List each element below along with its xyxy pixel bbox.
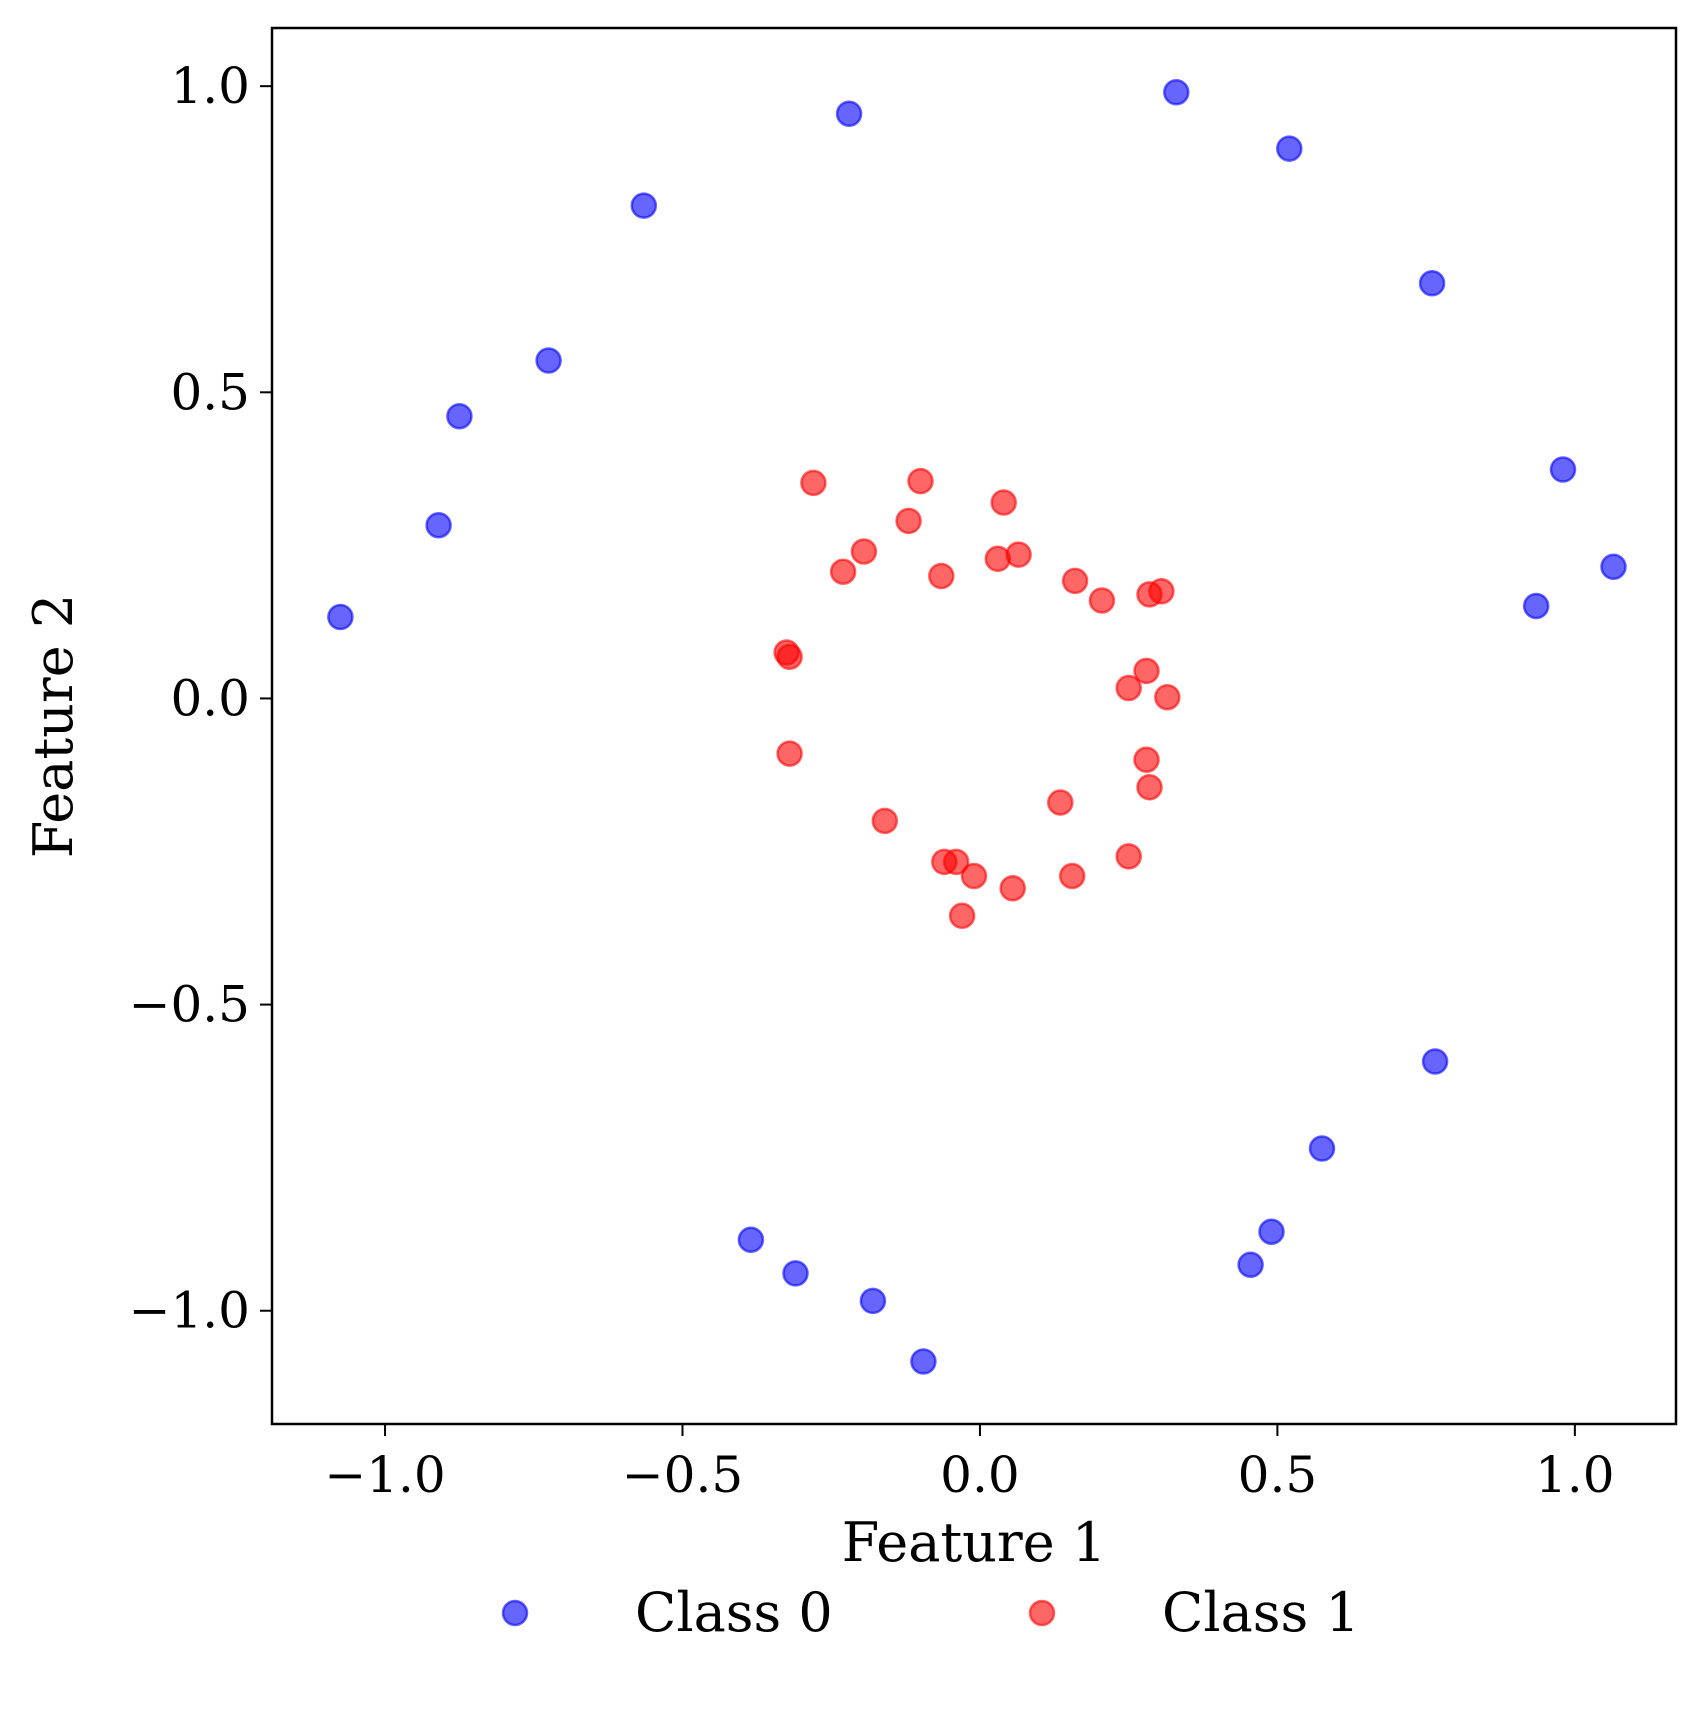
x-axis-label: Feature 1	[842, 1511, 1106, 1574]
data-point-class-1	[829, 558, 857, 585]
y-axis-label: Feature 2	[22, 594, 85, 858]
data-point-class-0	[425, 511, 452, 539]
data-point-class-1	[1088, 587, 1116, 614]
data-point-class-0	[1237, 1251, 1264, 1279]
data-point-class-1	[1047, 789, 1074, 816]
data-point-class-1	[990, 489, 1017, 516]
data-point-class-0	[910, 1348, 937, 1375]
ticks-layer: −1.0 −0.5 0.0 0.5 1.0 −1.0 −0.5 0.0 0.5 1.0	[129, 57, 1615, 1504]
data-point-class-0	[835, 100, 863, 127]
data-point-class-1	[999, 875, 1026, 902]
data-point-class-1	[800, 469, 827, 497]
y-tick-label: −1.0	[129, 1282, 250, 1340]
legend-label-class-1: Class 1	[1162, 1581, 1360, 1644]
data-point-class-1	[1058, 862, 1086, 890]
data-point-class-0	[327, 603, 354, 631]
data-point-class-1	[776, 740, 803, 767]
data-point-class-1	[948, 902, 976, 930]
legend-marker-class-1	[1028, 1599, 1056, 1627]
x-tick-label: −0.5	[622, 1446, 743, 1504]
data-point-class-0	[1549, 456, 1577, 483]
data-point-class-0	[1163, 79, 1190, 106]
data-point-class-1	[850, 538, 878, 565]
plot-frame	[270, 26, 1678, 1426]
data-point-class-1	[1154, 683, 1181, 711]
data-point-class-1	[1115, 843, 1142, 870]
data-point-class-1	[871, 807, 899, 835]
data-point-class-0	[737, 1226, 765, 1253]
data-point-class-1	[1061, 567, 1089, 595]
x-tick-label: 1.0	[1535, 1446, 1615, 1504]
data-point-class-1	[942, 848, 970, 876]
data-point-class-0	[1600, 553, 1627, 581]
data-point-class-1	[960, 862, 988, 890]
y-tick-label: −0.5	[129, 976, 250, 1034]
data-point-class-0	[630, 192, 658, 219]
data-point-class-0	[1421, 1048, 1449, 1075]
y-tick-label: 0.0	[170, 669, 250, 727]
data-point-class-0	[859, 1287, 887, 1315]
data-point-class-1	[928, 562, 955, 590]
data-point-class-1	[895, 507, 922, 535]
data-point-class-0	[1522, 592, 1550, 620]
data-point-class-0	[1308, 1135, 1336, 1162]
x-tick-label: 0.5	[1238, 1446, 1318, 1504]
y-tick-label: 1.0	[170, 57, 250, 115]
data-point-class-1	[1133, 746, 1160, 773]
data-point-class-1	[1115, 674, 1142, 702]
x-tick-label: 0.0	[940, 1446, 1020, 1504]
legend-label-class-0: Class 0	[635, 1581, 833, 1644]
data-point-class-0	[782, 1260, 809, 1287]
data-point-class-0	[446, 402, 473, 430]
data-point-class-1	[776, 643, 803, 671]
x-tick-label: −1.0	[324, 1446, 445, 1504]
data-point-class-0	[1258, 1218, 1285, 1245]
data-point-class-1	[1136, 773, 1163, 801]
data-point-class-1	[907, 467, 934, 495]
y-tick-label: 0.5	[170, 363, 250, 421]
data-point-class-1	[1133, 657, 1160, 685]
points-layer	[327, 79, 1627, 1375]
data-point-class-1	[1005, 541, 1032, 568]
data-point-class-0	[1418, 270, 1446, 297]
data-point-class-0	[535, 347, 562, 374]
legend-marker-class-0	[501, 1599, 529, 1627]
data-point-class-0	[1276, 135, 1303, 162]
legend: Class 0 Class 1	[501, 1581, 1360, 1644]
data-point-class-1	[1148, 578, 1175, 605]
